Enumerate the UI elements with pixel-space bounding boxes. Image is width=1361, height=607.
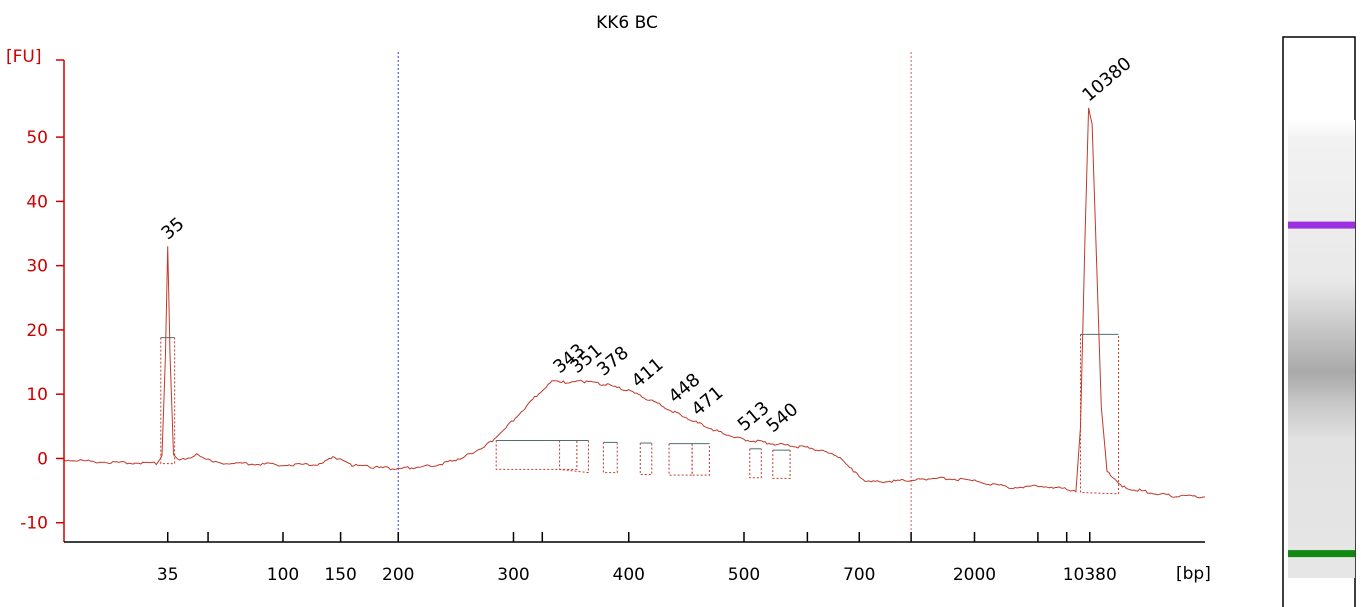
x-tick-label: 200 [382,565,414,585]
peak-region-outline [495,440,578,470]
y-tick-label: 0 [37,449,48,469]
gel-lane [1282,36,1356,607]
x-tick-label: 2000 [953,565,996,585]
x-tick-label: 150 [324,565,356,585]
peak-label: 540 [763,399,803,437]
upper-marker-band [1288,221,1355,229]
x-tick-label: 500 [728,565,760,585]
peak-regions [160,333,1120,495]
gel-lane-body [1288,120,1355,578]
lower-marker-band [1288,550,1355,558]
peak-region-outline [559,440,589,474]
x-tick-label: 10380 [1063,565,1117,585]
y-tick-label: 50 [26,128,48,148]
y-tick-label: 30 [26,257,48,277]
peak-region-outline [160,337,176,465]
y-axis-label: [FU] [6,47,42,67]
peak-region-outline [1080,334,1120,495]
x-tick-label: 100 [267,565,299,585]
y-ticks: 50 40 30 20 10 0 -10 [20,59,64,534]
peak-region-outline [691,443,710,476]
marker-lines [397,52,912,542]
chart-title: KK6 BC [596,13,658,33]
x-axis-label: [bp] [1176,564,1211,584]
x-ticks: 35 100 150 200 300 400 500 700 2000 10380 [157,532,1117,585]
x-tick-label: 700 [843,565,875,585]
axes-group: [FU] [bp] [6,47,1211,584]
x-tick-label: 35 [157,565,179,585]
peak-region-outline [668,443,693,476]
peak-region-outline [749,448,762,479]
peak-region-outline [639,443,653,476]
y-tick-label: 10 [26,385,48,405]
peak-label: 411 [628,354,668,392]
peak-label: 35 [157,213,188,244]
y-tick-label: -10 [20,514,48,534]
y-tick-label: 20 [26,321,48,341]
x-tick-label: 400 [613,565,645,585]
peak-region-outline [602,442,618,474]
peak-label: 10380 [1078,53,1135,106]
trace-group [63,107,1205,499]
y-tick-label: 40 [26,192,48,212]
trace-line [63,107,1205,499]
x-tick-label: 300 [497,565,529,585]
peak-region-outline [772,450,791,479]
